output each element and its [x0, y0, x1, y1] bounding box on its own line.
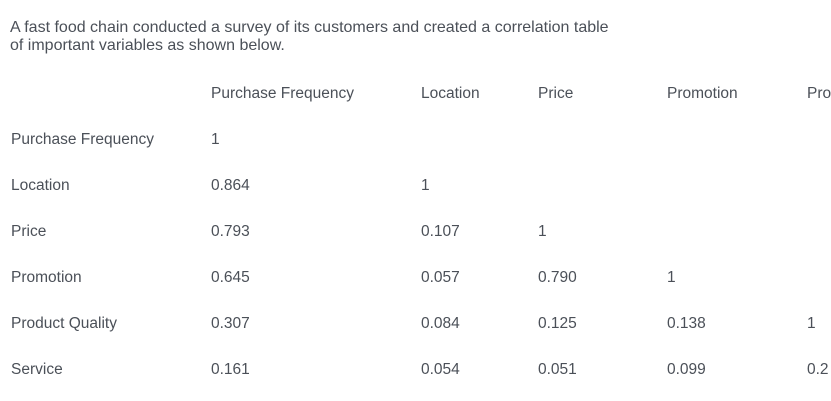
column-header-product-quality: Pro: [807, 85, 831, 102]
column-header-location: Location: [421, 85, 480, 102]
table-cell: 1: [538, 223, 547, 240]
table-cell: 0.864: [211, 177, 250, 194]
table-cell: 1: [667, 269, 676, 286]
table-cell: 0.2: [807, 361, 829, 378]
intro-text: A fast food chain conducted a survey of …: [10, 19, 710, 55]
table-cell: 0.793: [211, 223, 250, 240]
table-cell: 0.645: [211, 269, 250, 286]
table-cell: 1: [211, 131, 220, 148]
column-header-purchase-frequency: Purchase Frequency: [211, 85, 355, 102]
table-cell: 0.051: [538, 361, 577, 378]
row-label: Promotion: [11, 269, 82, 286]
table-cell: 0.790: [538, 269, 577, 286]
intro-line-1: A fast food chain conducted a survey of …: [10, 19, 609, 36]
table-cell: 0.307: [211, 315, 250, 332]
table-cell: 1: [807, 315, 816, 332]
table-cell: 0.084: [421, 315, 460, 332]
table-cell: 0.107: [421, 223, 460, 240]
table-cell: 0.161: [211, 361, 250, 378]
table-cell: 0.138: [667, 315, 706, 332]
intro-line-2: of important variables as shown below.: [10, 37, 285, 54]
table-cell: 0.125: [538, 315, 577, 332]
row-label: Service: [11, 361, 63, 378]
column-header-promotion: Promotion: [667, 85, 738, 102]
table-cell: 0.054: [421, 361, 460, 378]
table-cell: 0.057: [421, 269, 460, 286]
row-label: Product Quality: [11, 315, 117, 332]
row-label: Purchase Frequency: [11, 131, 155, 148]
row-label: Location: [11, 177, 70, 194]
table-cell: 0.099: [667, 361, 706, 378]
row-label: Price: [11, 223, 47, 240]
column-header-price: Price: [538, 85, 574, 102]
table-cell: 1: [421, 177, 430, 194]
